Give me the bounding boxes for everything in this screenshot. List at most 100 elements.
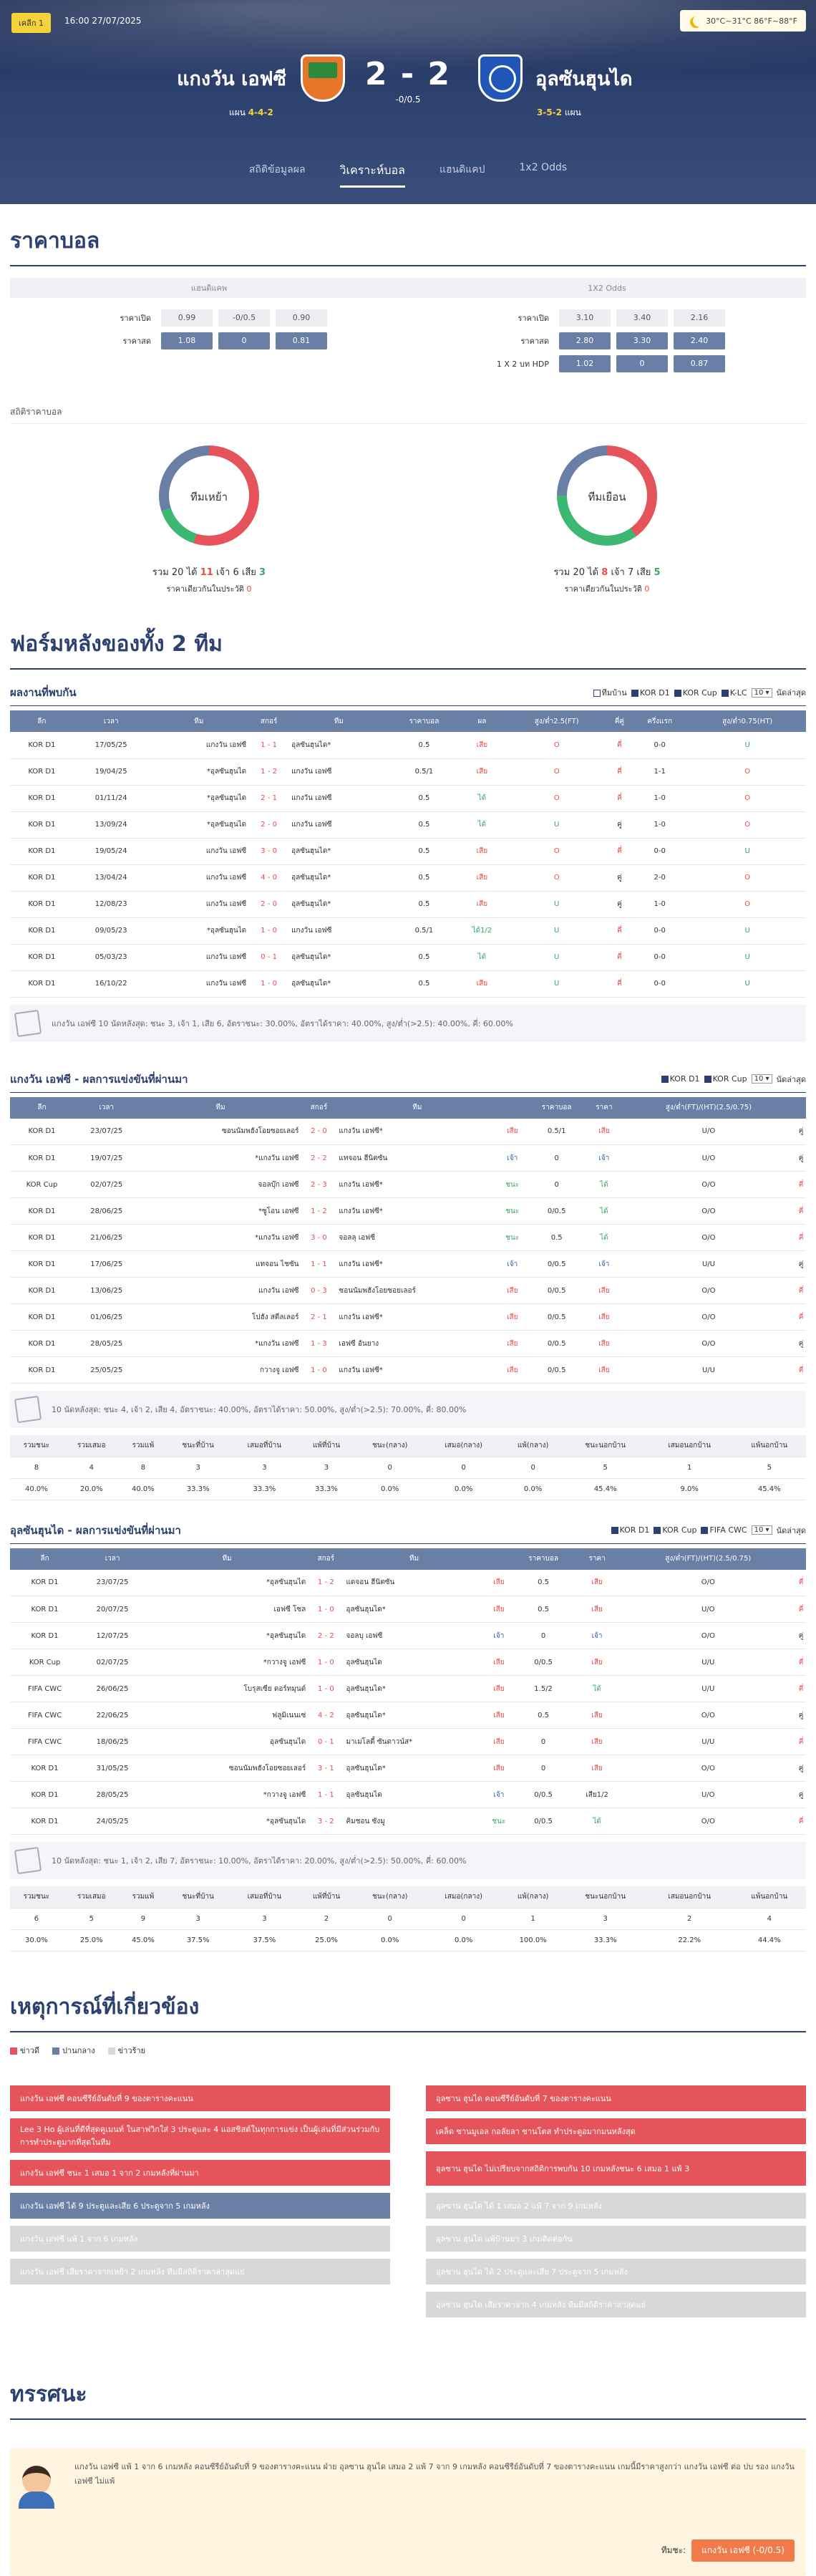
checkbox-icon[interactable] <box>674 689 681 697</box>
table-row[interactable]: KOR D1 19/07/25 *แกงวัน เอฟซี 2 - 2 แทจอน ฮี… <box>10 1144 806 1172</box>
odds-cell[interactable]: 2.40 <box>674 332 725 349</box>
odds-cell[interactable]: 0.99 <box>161 309 213 327</box>
table-row[interactable]: KOR Cup 02/07/25 จอลบุ๊ก เอฟซี 2 - 3 แกงวัน … <box>10 1171 806 1198</box>
checkbox-icon[interactable] <box>593 690 601 697</box>
tab-stats[interactable]: สถิติข้อมูลผล <box>248 164 306 175</box>
table-cell: 28/05/25 <box>73 1330 140 1357</box>
table-row[interactable]: KOR D1 31/05/25 ซอนนัมพฮังโอยซอยเลอร์ 3 - 1… <box>10 1755 806 1782</box>
table-cell: คี่ <box>608 838 631 865</box>
checkbox-icon[interactable] <box>654 1527 661 1534</box>
table-row[interactable]: KOR D1 16/10/22 แกงวัน เอฟซี 1 - 0 อุลซันฮุน… <box>10 970 806 998</box>
table-row[interactable]: FIFA CWC 26/06/25 โบรุสเซีย ดอร์ทมุนด์ 1 - … <box>10 1675 806 1702</box>
count-select[interactable]: 10 ▾ <box>751 1074 772 1084</box>
league-badge[interactable]: เคลีก 1 <box>11 13 52 33</box>
odds-cell[interactable]: 2.80 <box>559 332 611 349</box>
table-row[interactable]: KOR D1 13/09/24 *อุลซันฮุนได 2 - 0 แกงวัน เอ… <box>10 811 806 839</box>
table-cell: 1 - 0 <box>249 970 289 998</box>
odds-cell[interactable]: 0 <box>218 332 270 349</box>
column-header <box>498 1096 527 1119</box>
table-cell: 17/06/25 <box>73 1250 140 1278</box>
odds-cell[interactable]: 2.16 <box>674 309 725 327</box>
table-cell: O <box>689 811 806 839</box>
checkbox-icon[interactable] <box>701 1527 709 1534</box>
table-row[interactable]: KOR Cup 02/07/25 *กวางจู เอฟซี 1 - 0 อุลซันฮ… <box>10 1649 806 1676</box>
odds-cell[interactable]: 0.87 <box>674 355 725 372</box>
event-item: อุลซาน ฮุนได เสียราคาจาก 4 เกมหลัง ทีมมี… <box>426 2291 806 2317</box>
table-row[interactable]: KOR D1 28/06/25 *ซูโอน เอฟซี 1 - 2 แกงวัน เอ… <box>10 1197 806 1225</box>
home-team-name[interactable]: แกงวัน เอฟซี <box>177 68 286 90</box>
filter-checkbox[interactable]: KOR D1 <box>631 688 670 698</box>
home-formation: แผน 4-4-2 <box>229 106 273 120</box>
stats-cell: 3 <box>165 1908 230 1930</box>
home-team-logo-icon[interactable] <box>301 54 345 102</box>
table-row[interactable]: KOR D1 21/06/25 *แกงวัน เอฟซี 3 - 0 จอลลุ เอ… <box>10 1224 806 1251</box>
table-row[interactable]: KOR D1 19/05/24 แกงวัน เอฟซี 3 - 0 อุลซันฮุน… <box>10 838 806 865</box>
odds-cell[interactable]: 3.30 <box>616 332 668 349</box>
table-cell: 2 - 0 <box>249 891 289 918</box>
table-row[interactable]: KOR D1 28/05/25 *กวางจู เอฟซี 1 - 1 อุลซันฮุ… <box>10 1781 806 1808</box>
table-row[interactable]: KOR D1 13/04/24 แกงวัน เอฟซี 4 - 0 อุลซันฮุน… <box>10 864 806 892</box>
odds-cell[interactable]: -0/0.5 <box>218 309 270 327</box>
count-select[interactable]: 10 ▾ <box>751 688 772 698</box>
filter-checkbox[interactable]: KOR D1 <box>611 1525 649 1535</box>
formation-value: 4-4-2 <box>248 107 273 117</box>
table-row[interactable]: FIFA CWC 22/06/25 ฟลูมิเนนเซ่ 4 - 2 อุลซันฮุ… <box>10 1702 806 1729</box>
checkbox-icon[interactable] <box>704 1076 711 1083</box>
table-cell: 0/0.5 <box>513 1649 574 1676</box>
odds-cell[interactable]: 3.10 <box>559 309 611 327</box>
table-row[interactable]: KOR D1 12/07/25 *อุลซันฮุนได 2 - 2 จอลบุ เอฟ… <box>10 1622 806 1649</box>
stats-row: รวมชนะ รวมเสมอ รวมแพ้ ชนะที่บ้าน เสมอที่บ้าน… <box>10 1435 806 1457</box>
checkbox-icon[interactable] <box>721 689 729 697</box>
table-row[interactable]: KOR D1 01/06/25 โปฮัง สตีลเลอร์ 2 - 1 แกงวัน… <box>10 1303 806 1331</box>
table-row[interactable]: KOR D1 09/05/23 *อุลซันฮุนได 1 - 0 แกงวัน เอ… <box>10 917 806 945</box>
odds-cell[interactable]: 0.81 <box>276 332 327 349</box>
table-row[interactable]: KOR D1 28/05/25 *แกงวัน เอฟซี 1 - 3 เอฟซี อั… <box>10 1330 806 1357</box>
table-row[interactable]: KOR D1 17/06/25 แทจอน ไชซัน 1 - 1 แกงวัน เอฟ… <box>10 1250 806 1278</box>
odds-cell[interactable]: 1.08 <box>161 332 213 349</box>
stats-cell: 0.0% <box>425 1478 502 1500</box>
filter-checkbox[interactable]: KOR Cup <box>674 688 717 698</box>
checkbox-icon[interactable] <box>631 689 638 697</box>
table-header: ลีก เวลา ทีม สกอร์ ทีม ราคาบอล ราคา สูง/ต่ำ(FT)… <box>10 1548 806 1570</box>
filter-checkbox[interactable]: ทีมบ้าน <box>593 686 627 699</box>
tab-handicap[interactable]: แฮนดิแคป <box>439 164 485 175</box>
block-title-text: แกงวัน เอฟซี - ผลการแข่งขันที่ผ่านมา <box>10 1072 188 1086</box>
stats-cell: 45.0% <box>120 1929 166 1952</box>
table-cell: แกงวัน เอฟซี <box>288 758 389 786</box>
odds-cell[interactable]: 0.90 <box>276 309 327 327</box>
filter-checkbox[interactable]: FIFA CWC <box>701 1525 747 1535</box>
table-row[interactable]: KOR D1 12/08/23 แกงวัน เอฟซี 2 - 0 อุลซันฮุน… <box>10 891 806 918</box>
filter-checkbox[interactable]: KOR D1 <box>661 1074 700 1084</box>
total-label: รวม <box>553 567 570 578</box>
table-row[interactable]: KOR D1 23/07/25 ซอนนัมพฮังโอยซอยเลอร์ 2 - 0… <box>10 1118 806 1145</box>
checkbox-icon[interactable] <box>661 1076 669 1083</box>
table-row[interactable]: KOR D1 24/05/25 *อุลซันฮุนได 3 - 2 คิมชอน ซั… <box>10 1808 806 1835</box>
table-cell: O/O <box>621 1171 797 1198</box>
table-row[interactable]: KOR D1 13/06/25 แกงวัน เอฟซี 0 - 3 ซอนนัมพฮั… <box>10 1277 806 1304</box>
tab-1x2-odds[interactable]: 1x2 Odds <box>519 162 568 173</box>
table-row[interactable]: KOR D1 19/04/25 *อุลซันฮุนได 1 - 2 แกงวัน เอ… <box>10 758 806 786</box>
table-row[interactable]: KOR D1 20/07/25 เอฟซี โซล 1 - 0 อุลซันฮุนได*… <box>10 1596 806 1623</box>
away-team-logo-icon[interactable] <box>478 54 523 102</box>
table-row[interactable]: KOR D1 01/11/24 *อุลซันฮุนได 2 - 1 แกงวัน เอ… <box>10 785 806 812</box>
odds-cell[interactable]: 1.02 <box>559 355 611 372</box>
table-row[interactable]: FIFA CWC 18/06/25 อุลซันฮุนได 0 - 1 มาเมโลดี… <box>10 1728 806 1755</box>
draw-value: 6 <box>233 567 239 578</box>
filter-checkbox[interactable]: KOR Cup <box>654 1525 696 1535</box>
table-cell: 1.5/2 <box>513 1675 574 1702</box>
table-row[interactable]: KOR D1 25/05/25 กวางจู เอฟซี 1 - 0 แกงวัน เอ… <box>10 1356 806 1384</box>
table-row[interactable]: KOR D1 05/03/23 แกงวัน เอฟซี 0 - 1 อุลซันฮุน… <box>10 944 806 971</box>
odds-cell[interactable]: 0 <box>616 355 668 372</box>
pick-button[interactable]: แกงวัน เอฟซี (-0/0.5) <box>691 2539 795 2562</box>
away-team-name[interactable]: อุลซันฮุนได <box>535 68 633 90</box>
filter-checkbox[interactable]: KOR Cup <box>704 1074 747 1084</box>
table-row[interactable]: KOR D1 23/07/25 *อุลซันฮุนได 1 - 2 แดจอน ฮีน… <box>10 1569 806 1596</box>
checkbox-icon[interactable] <box>611 1527 618 1534</box>
tab-analysis[interactable]: วิเคราะห์บอล <box>339 162 405 188</box>
events-section-title: เหตุการณ์ที่เกี่ยวข้อง <box>10 1980 806 2032</box>
odds-cell[interactable]: 3.40 <box>616 309 668 327</box>
table-row[interactable]: KOR D1 17/05/25 แกงวัน เอฟซี 1 - 1 อุลซันฮุน… <box>10 732 806 759</box>
filter-checkbox[interactable]: K-LC <box>721 688 747 698</box>
table-cell: คู่ <box>796 1781 806 1808</box>
count-select[interactable]: 10 ▾ <box>751 1525 772 1535</box>
